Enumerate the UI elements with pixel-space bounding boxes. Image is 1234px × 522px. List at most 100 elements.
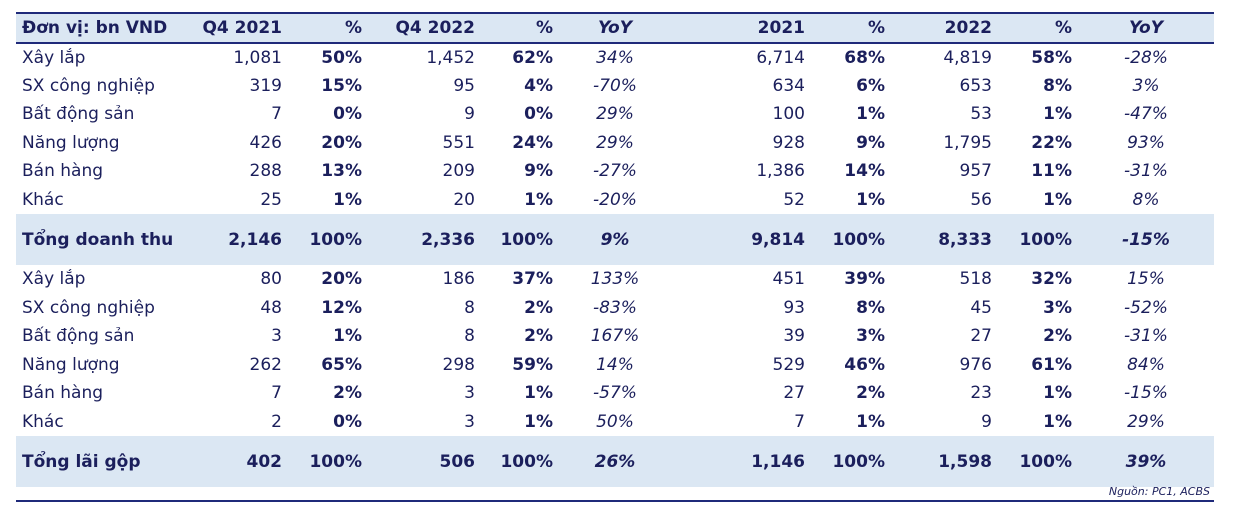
percent-cell: 1% [1043, 383, 1072, 404]
value-cell: 53 [970, 104, 992, 125]
header-2022: 2022 [944, 18, 992, 38]
percent-cell: 1% [1043, 189, 1072, 210]
percent-cell: 14% [844, 161, 885, 182]
value-cell: 288 [249, 161, 282, 182]
yoy-cell: 50% [596, 411, 634, 432]
yoy-cell: 3% [1132, 75, 1160, 96]
percent-cell: 1% [1043, 104, 1072, 125]
percent-cell: 22% [1031, 132, 1072, 153]
row-label: Năng lượng [22, 354, 120, 375]
value-cell: 25 [260, 189, 282, 210]
yoy-cell: -27% [593, 161, 637, 182]
bottom-rule [16, 500, 1214, 502]
value-cell: 1,386 [756, 161, 805, 182]
value-cell: 27 [783, 383, 805, 404]
percent-cell: 8% [1043, 75, 1072, 96]
yoy-cell: -20% [593, 189, 637, 210]
percent-cell: 8% [856, 297, 885, 318]
table-row: Bất động sản 7 0% 9 0% 29% 100 1% 53 1% -47% [16, 100, 1214, 129]
table-row: SX công nghiệp 319 15% 95 4% -70% 634 6% 653 8% 3% [16, 72, 1214, 101]
percent-cell: 100% [1019, 229, 1072, 250]
table-row: Xây lắp 80 20% 186 37% 133% 451 39% 518 32% 15% [16, 265, 1214, 294]
percent-cell: 100% [1019, 451, 1072, 472]
percent-cell: 3% [1043, 297, 1072, 318]
percent-cell: 68% [844, 47, 885, 68]
percent-cell: 1% [524, 383, 553, 404]
yoy-cell: 14% [596, 354, 634, 375]
header-2021: 2021 [757, 18, 805, 38]
percent-cell: 50% [321, 47, 362, 68]
financial-table-container: Đơn vị: bn VND Q4 2021 % Q4 2022 % YoY 2… [16, 12, 1214, 487]
percent-cell: 100% [832, 229, 885, 250]
table-row: Năng lượng 262 65% 298 59% 14% 529 46% 976 61% 84% [16, 351, 1214, 380]
percent-cell: 6% [856, 75, 885, 96]
percent-cell: 13% [321, 161, 362, 182]
yoy-cell: 133% [590, 269, 640, 290]
yoy-cell: 8% [1132, 189, 1160, 210]
value-cell: 45 [970, 297, 992, 318]
row-label: SX công nghiệp [22, 75, 155, 96]
value-cell: 653 [959, 75, 992, 96]
percent-cell: 1% [333, 326, 362, 347]
yoy-cell: -52% [1124, 297, 1168, 318]
header-pct: % [535, 18, 553, 38]
table-row: Bán hàng 288 13% 209 9% -27% 1,386 14% 957 11% -31… [16, 157, 1214, 186]
percent-cell: 20% [321, 269, 362, 290]
percent-cell: 1% [856, 104, 885, 125]
value-cell: 634 [772, 75, 805, 96]
row-label: Tổng lãi gộp [22, 451, 141, 472]
table-row: Bán hàng 7 2% 3 1% -57% 27 2% 23 1% -15% [16, 379, 1214, 408]
header-yoy: YoY [597, 18, 633, 38]
yoy-cell: 29% [1127, 411, 1165, 432]
yoy-cell: -83% [593, 297, 637, 318]
percent-cell: 46% [844, 354, 885, 375]
percent-cell: 4% [524, 75, 553, 96]
row-label: SX công nghiệp [22, 297, 155, 318]
percent-cell: 39% [844, 269, 885, 290]
header-q4-2022: Q4 2022 [395, 18, 475, 38]
yoy-cell: 9% [600, 229, 630, 250]
value-cell: 426 [249, 132, 282, 153]
table-row: Bất động sản 3 1% 8 2% 167% 39 3% 27 2% -31% [16, 322, 1214, 351]
value-cell: 9 [464, 104, 475, 125]
table-total-row: Tổng doanh thu 2,146 100% 2,336 100% 9% 9,814 1… [16, 214, 1214, 265]
yoy-cell: -15% [1124, 383, 1168, 404]
header-pct: % [1054, 18, 1072, 38]
yoy-cell: -70% [593, 75, 637, 96]
yoy-cell: -31% [1124, 161, 1168, 182]
value-cell: 23 [970, 383, 992, 404]
percent-cell: 58% [1031, 47, 1072, 68]
value-cell: 551 [442, 132, 475, 153]
percent-cell: 2% [333, 383, 362, 404]
row-label: Tổng doanh thu [22, 229, 174, 250]
table-row: Năng lượng 426 20% 551 24% 29% 928 9% 1,795 22% 93… [16, 129, 1214, 158]
value-cell: 2,336 [421, 229, 475, 250]
table-row: Khác 2 0% 3 1% 50% 7 1% 9 1% 29% [16, 408, 1214, 437]
header-pct: % [344, 18, 362, 38]
percent-cell: 100% [500, 229, 553, 250]
yoy-cell: 93% [1127, 132, 1165, 153]
value-cell: 100 [772, 104, 805, 125]
value-cell: 80 [260, 269, 282, 290]
header-unit: Đơn vị: bn VND [22, 18, 168, 38]
value-cell: 3 [464, 383, 475, 404]
percent-cell: 2% [524, 326, 553, 347]
yoy-cell: 167% [590, 326, 640, 347]
value-cell: 957 [959, 161, 992, 182]
value-cell: 9,814 [751, 229, 805, 250]
value-cell: 93 [783, 297, 805, 318]
percent-cell: 32% [1031, 269, 1072, 290]
percent-cell: 65% [321, 354, 362, 375]
value-cell: 1,598 [938, 451, 992, 472]
percent-cell: 100% [309, 451, 362, 472]
percent-cell: 0% [524, 104, 553, 125]
percent-cell: 1% [333, 189, 362, 210]
row-label: Bất động sản [22, 104, 135, 125]
percent-cell: 2% [524, 297, 553, 318]
percent-cell: 1% [1043, 411, 1072, 432]
percent-cell: 12% [321, 297, 362, 318]
row-label: Bán hàng [22, 383, 104, 404]
value-cell: 8 [464, 326, 475, 347]
yoy-cell: 29% [596, 104, 634, 125]
yoy-cell: 34% [596, 47, 634, 68]
